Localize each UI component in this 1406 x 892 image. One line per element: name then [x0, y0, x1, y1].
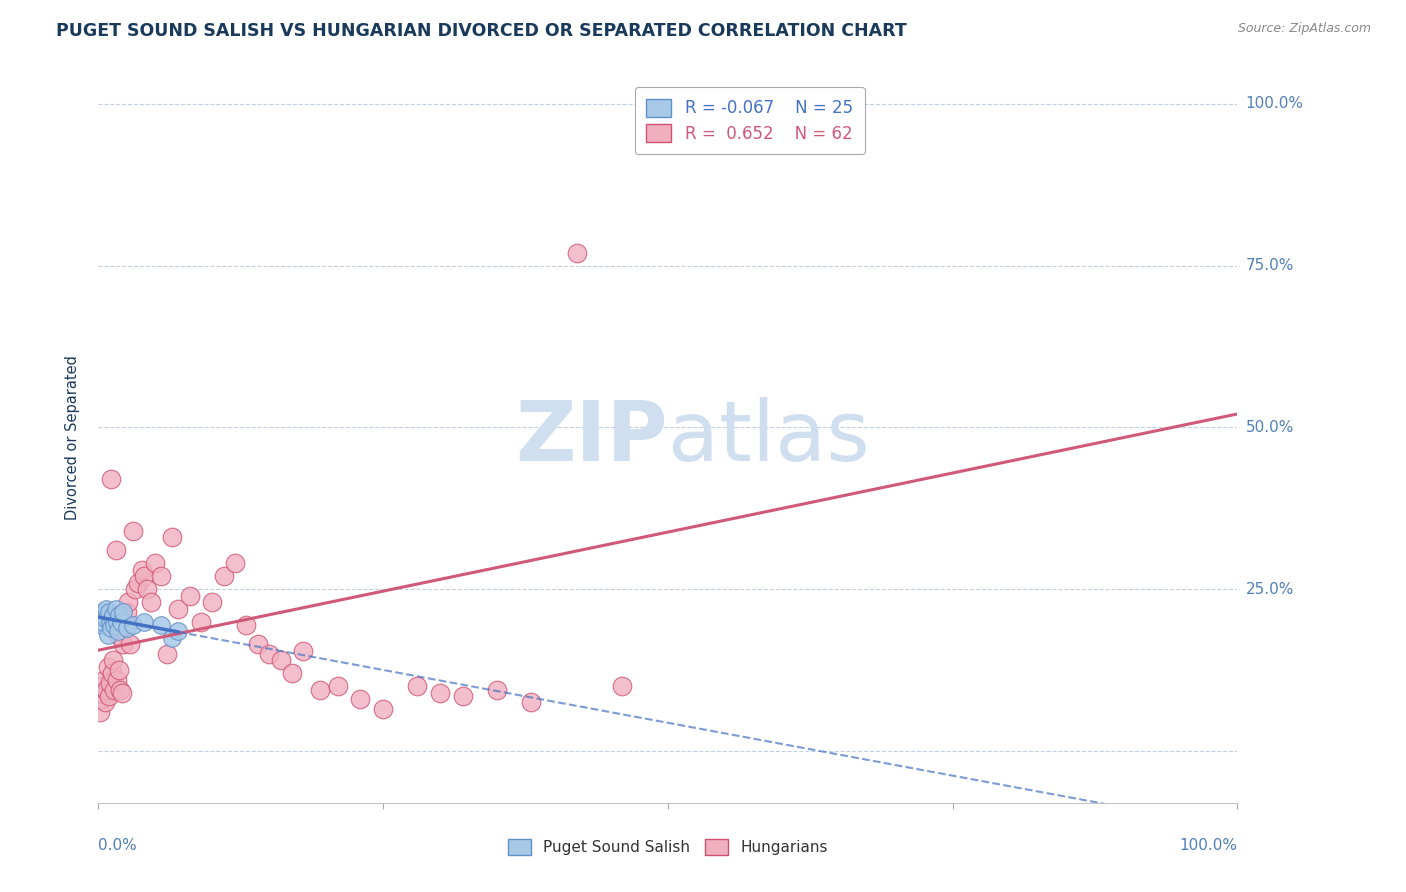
Text: ZIP: ZIP — [516, 397, 668, 477]
Point — [162, 631, 184, 645]
Text: 50.0%: 50.0% — [1246, 420, 1294, 435]
Point — [139, 595, 162, 609]
Point — [309, 682, 332, 697]
Point — [246, 637, 269, 651]
Point — [224, 557, 246, 571]
Point — [281, 666, 304, 681]
Point — [107, 627, 129, 641]
Legend: Puget Sound Salish, Hungarians: Puget Sound Salish, Hungarians — [502, 833, 834, 861]
Point — [612, 679, 634, 693]
Point — [100, 472, 122, 486]
Point — [91, 686, 114, 700]
Point — [179, 589, 201, 603]
Point — [156, 647, 179, 661]
Text: 0.0%: 0.0% — [98, 838, 138, 853]
Point — [150, 617, 173, 632]
Point — [111, 686, 134, 700]
Point — [103, 653, 125, 667]
Point — [94, 696, 117, 710]
Point — [117, 595, 139, 609]
Point — [90, 692, 112, 706]
Point — [259, 647, 281, 661]
Point — [97, 605, 120, 619]
Point — [132, 569, 155, 583]
Point — [235, 617, 257, 632]
Text: 100.0%: 100.0% — [1180, 838, 1237, 853]
Point — [121, 617, 143, 632]
Y-axis label: Divorced or Separated: Divorced or Separated — [65, 355, 80, 519]
Point — [326, 679, 349, 693]
Point — [112, 637, 135, 651]
Text: atlas: atlas — [668, 397, 869, 477]
Point — [212, 569, 235, 583]
Point — [115, 605, 138, 619]
Point — [115, 621, 138, 635]
Point — [131, 563, 153, 577]
Point — [98, 615, 121, 629]
Point — [103, 608, 125, 623]
Point — [89, 705, 111, 719]
Point — [121, 524, 143, 538]
Point — [90, 617, 112, 632]
Point — [96, 660, 118, 674]
Point — [104, 543, 127, 558]
Point — [110, 608, 132, 623]
Text: 25.0%: 25.0% — [1246, 582, 1294, 597]
Point — [406, 679, 429, 693]
Point — [349, 692, 371, 706]
Point — [90, 615, 112, 629]
Point — [565, 245, 588, 260]
Point — [120, 637, 142, 651]
Point — [110, 615, 132, 629]
Point — [108, 663, 131, 677]
Point — [132, 615, 155, 629]
Point — [112, 605, 135, 619]
Point — [96, 601, 118, 615]
Point — [104, 601, 127, 615]
Point — [96, 627, 118, 641]
Point — [97, 689, 120, 703]
Point — [108, 608, 131, 623]
Text: 75.0%: 75.0% — [1246, 258, 1294, 273]
Point — [371, 702, 394, 716]
Point — [167, 624, 190, 639]
Point — [486, 682, 509, 697]
Point — [108, 682, 131, 697]
Point — [98, 676, 121, 690]
Point — [93, 673, 115, 687]
Point — [451, 689, 474, 703]
Point — [127, 575, 149, 590]
Point — [103, 617, 125, 632]
Point — [190, 615, 212, 629]
Point — [292, 643, 315, 657]
Point — [114, 617, 136, 632]
Point — [201, 595, 224, 609]
Point — [96, 682, 118, 697]
Text: 100.0%: 100.0% — [1246, 96, 1303, 112]
Point — [124, 582, 146, 597]
Point — [101, 666, 124, 681]
Point — [520, 696, 543, 710]
Point — [90, 679, 112, 693]
Point — [94, 611, 117, 625]
Point — [114, 615, 136, 629]
Point — [657, 96, 679, 111]
Point — [136, 582, 159, 597]
Point — [91, 605, 114, 619]
Point — [162, 530, 184, 544]
Point — [429, 686, 451, 700]
Point — [100, 621, 122, 635]
Point — [270, 653, 292, 667]
Point — [167, 601, 190, 615]
Point — [150, 569, 173, 583]
Text: PUGET SOUND SALISH VS HUNGARIAN DIVORCED OR SEPARATED CORRELATION CHART: PUGET SOUND SALISH VS HUNGARIAN DIVORCED… — [56, 22, 907, 40]
Point — [93, 608, 115, 623]
Text: Source: ZipAtlas.com: Source: ZipAtlas.com — [1237, 22, 1371, 36]
Point — [105, 673, 128, 687]
Point — [107, 624, 129, 639]
Point — [145, 557, 167, 571]
Point — [101, 611, 124, 625]
Point — [105, 615, 128, 629]
Point — [103, 682, 125, 697]
